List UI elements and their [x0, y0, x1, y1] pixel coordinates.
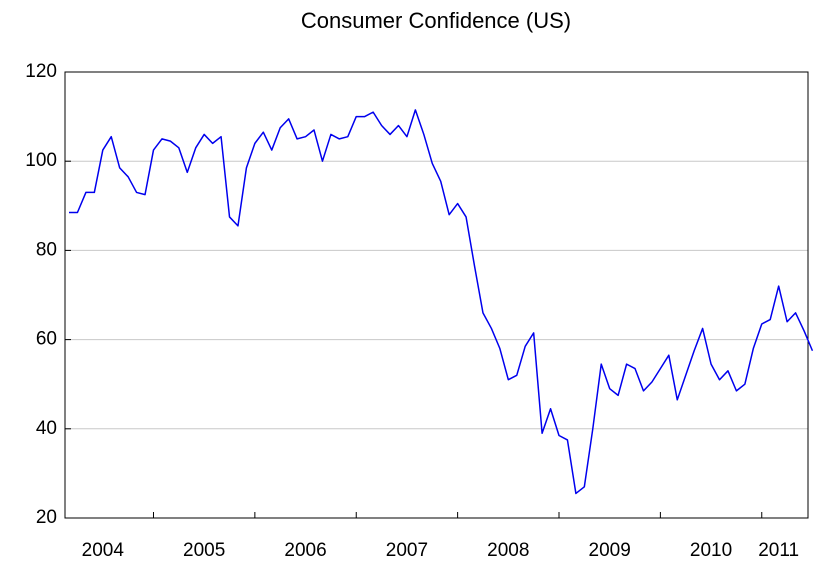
x-tick-label: 2010	[690, 540, 732, 561]
x-tick-label: 2005	[183, 540, 225, 561]
x-tick-label: 2011	[758, 540, 799, 561]
x-tick-label: 2008	[487, 540, 529, 561]
x-tick-label: 2009	[589, 540, 631, 561]
y-tick-label: 60	[36, 329, 57, 350]
chart-title: Consumer Confidence (US)	[301, 8, 571, 33]
y-tick-label: 120	[25, 61, 57, 82]
x-tick-label: 2004	[82, 540, 125, 561]
plot-frame	[64, 71, 809, 519]
y-tick-label: 40	[36, 418, 57, 439]
y-tick-label: 80	[36, 239, 57, 260]
y-tick-label: 100	[25, 150, 57, 171]
x-tick-label: 2006	[284, 540, 326, 561]
data-line	[69, 109, 814, 495]
y-tick-label: 20	[36, 507, 57, 528]
x-tick-label: 2007	[386, 540, 428, 561]
